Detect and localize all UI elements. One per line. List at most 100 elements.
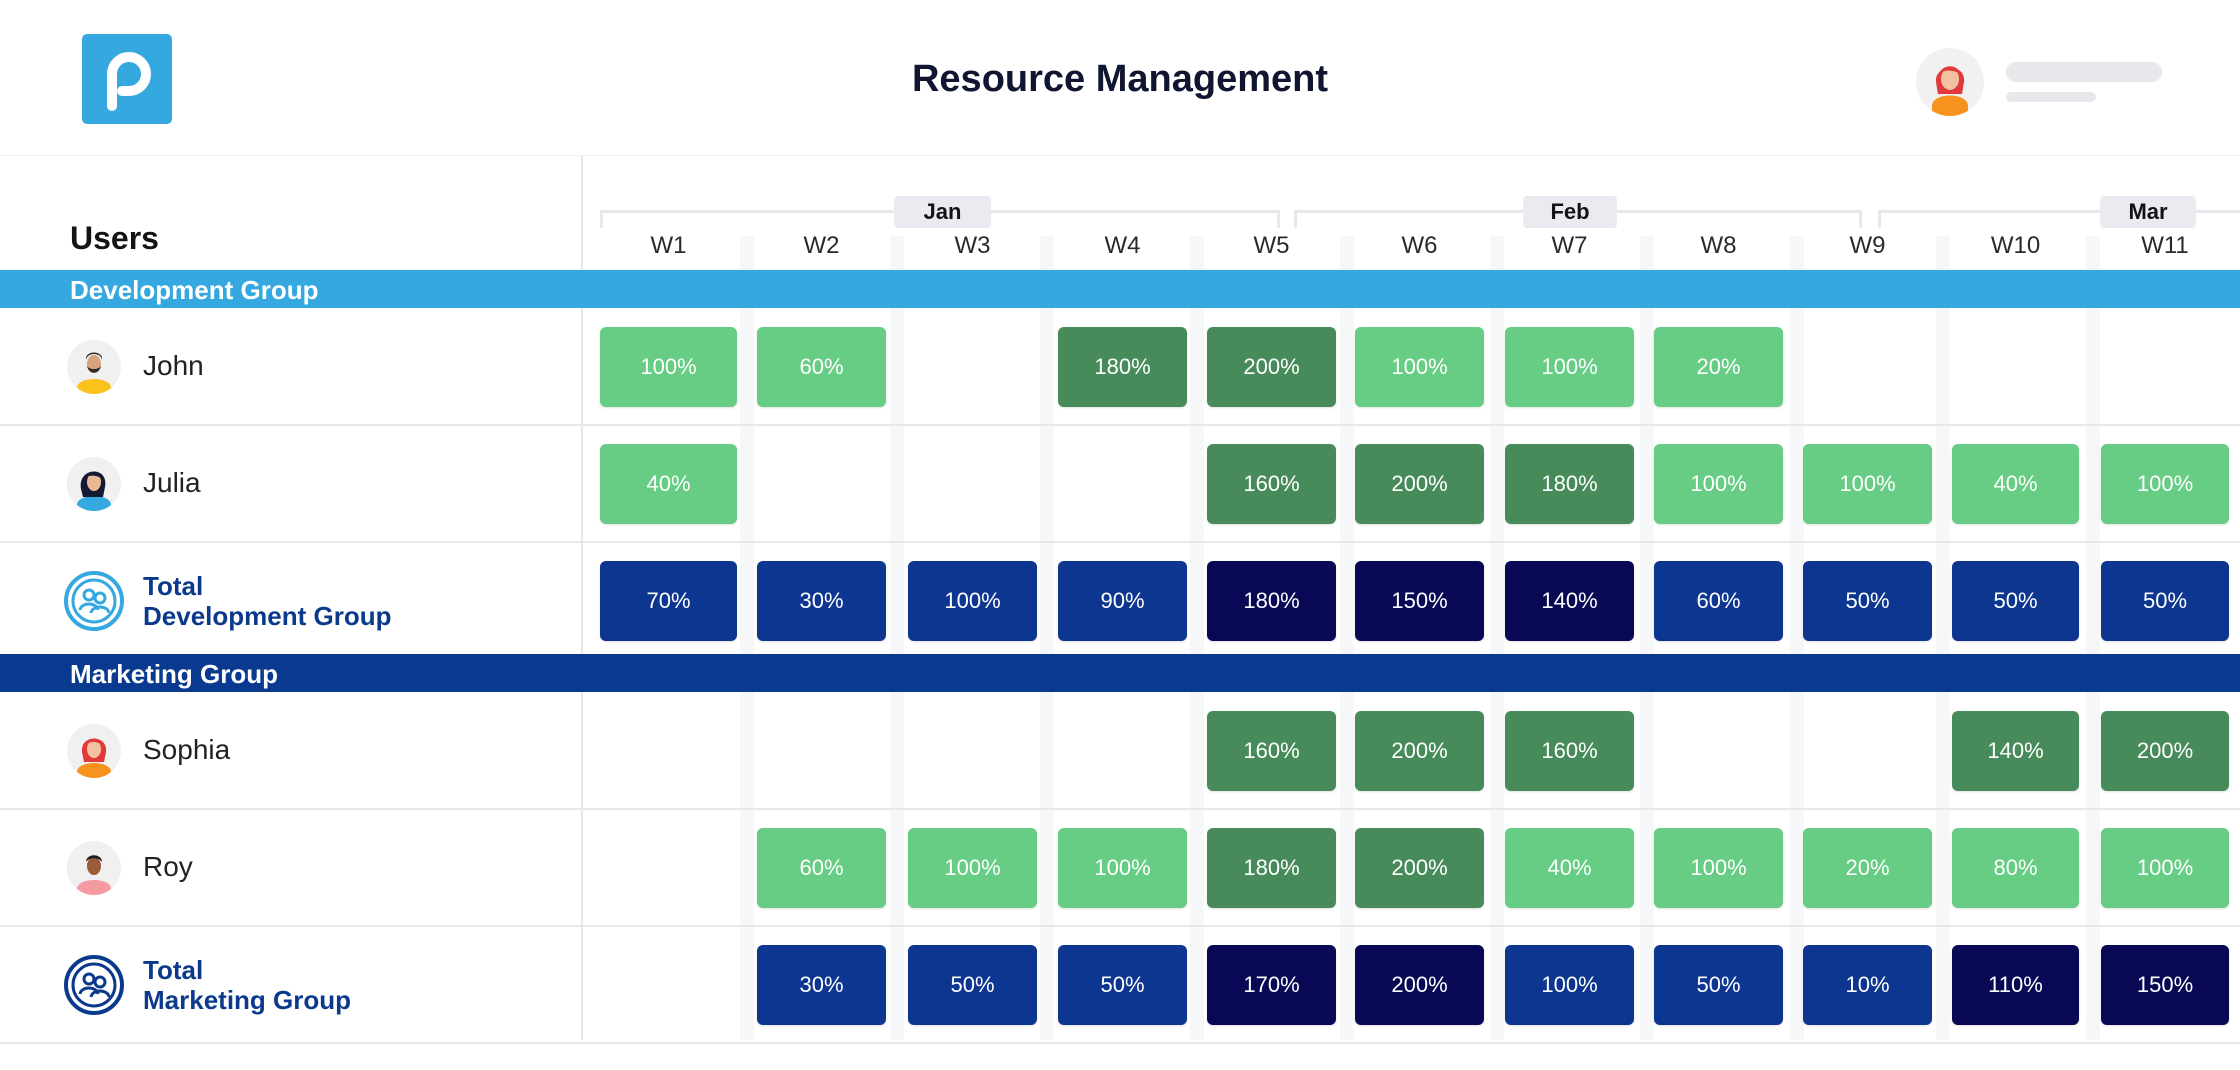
allocation-cell[interactable]: 100% bbox=[1355, 326, 1484, 407]
user-name[interactable]: Julia bbox=[143, 466, 201, 498]
row-divider bbox=[0, 424, 2240, 426]
allocation-cell[interactable]: 40% bbox=[1505, 827, 1634, 908]
week-label-w1: W1 bbox=[650, 232, 687, 259]
allocation-cell[interactable]: 160% bbox=[1207, 710, 1336, 791]
allocation-cell[interactable]: 60% bbox=[757, 326, 886, 407]
total-label-line2: Development Group bbox=[143, 600, 392, 631]
allocation-cell[interactable]: 100% bbox=[908, 827, 1037, 908]
month-bracket bbox=[1878, 210, 2240, 228]
total-allocation-cell[interactable]: 180% bbox=[1207, 560, 1336, 641]
week-label-w6: W6 bbox=[1401, 232, 1438, 259]
total-allocation-cell[interactable]: 150% bbox=[1355, 560, 1484, 641]
allocation-cell[interactable]: 160% bbox=[1505, 710, 1634, 791]
allocation-cell[interactable]: 200% bbox=[2101, 710, 2229, 791]
total-label-line1: Total bbox=[143, 954, 204, 985]
allocation-cell[interactable]: 100% bbox=[1505, 326, 1634, 407]
row-divider bbox=[0, 808, 2240, 810]
row-divider bbox=[0, 1042, 2240, 1044]
user-name[interactable]: Roy bbox=[143, 850, 193, 882]
week-column-shade bbox=[1190, 236, 1204, 1040]
week-column-shade bbox=[1340, 236, 1354, 1040]
total-allocation-cell[interactable]: 90% bbox=[1058, 560, 1187, 641]
month-label-jan: Jan bbox=[894, 196, 991, 228]
total-allocation-cell[interactable]: 50% bbox=[1803, 560, 1932, 641]
total-allocation-cell[interactable]: 50% bbox=[1654, 944, 1783, 1025]
man-dark-skin-avatar-icon bbox=[67, 840, 121, 895]
total-allocation-cell[interactable]: 200% bbox=[1355, 944, 1484, 1025]
p-logo-icon[interactable] bbox=[82, 34, 172, 124]
allocation-cell[interactable]: 140% bbox=[1952, 710, 2079, 791]
total-allocation-cell[interactable]: 50% bbox=[1952, 560, 2079, 641]
total-allocation-cell[interactable]: 70% bbox=[600, 560, 737, 641]
allocation-cell[interactable]: 20% bbox=[1803, 827, 1932, 908]
total-allocation-cell[interactable]: 140% bbox=[1505, 560, 1634, 641]
allocation-cell[interactable]: 100% bbox=[600, 326, 737, 407]
week-column-shade bbox=[1790, 236, 1804, 1040]
profile-name-placeholder bbox=[2006, 62, 2162, 82]
total-allocation-cell[interactable]: 50% bbox=[1058, 944, 1187, 1025]
week-column-shade bbox=[1040, 236, 1054, 1040]
column-divider bbox=[581, 156, 583, 1040]
allocation-cell[interactable]: 20% bbox=[1654, 326, 1783, 407]
allocation-cell[interactable]: 60% bbox=[757, 827, 886, 908]
user-name[interactable]: Sophia bbox=[143, 733, 231, 765]
users-heading: Users bbox=[70, 220, 159, 256]
total-label-line1: Total bbox=[143, 570, 204, 601]
total-label: Total Marketing Group bbox=[143, 955, 351, 1015]
allocation-cell[interactable]: 80% bbox=[1952, 827, 2079, 908]
total-label-line2: Marketing Group bbox=[143, 984, 352, 1015]
group-header-development[interactable]: Development Group bbox=[0, 270, 2240, 308]
total-allocation-cell[interactable]: 10% bbox=[1803, 944, 1932, 1025]
total-allocation-cell[interactable]: 50% bbox=[908, 944, 1037, 1025]
group-header-marketing[interactable]: Marketing Group bbox=[0, 654, 2240, 692]
week-label-w7: W7 bbox=[1551, 232, 1588, 259]
allocation-cell[interactable]: 100% bbox=[2101, 443, 2229, 524]
total-allocation-cell[interactable]: 100% bbox=[908, 560, 1037, 641]
total-allocation-cell[interactable]: 170% bbox=[1207, 944, 1336, 1025]
total-allocation-cell[interactable]: 50% bbox=[2101, 560, 2229, 641]
total-allocation-cell[interactable]: 30% bbox=[757, 560, 886, 641]
total-allocation-cell[interactable]: 110% bbox=[1952, 944, 2079, 1025]
allocation-cell[interactable]: 180% bbox=[1058, 326, 1187, 407]
allocation-cell[interactable]: 100% bbox=[1803, 443, 1932, 524]
allocation-cell[interactable]: 100% bbox=[2101, 827, 2229, 908]
allocation-cell[interactable]: 180% bbox=[1207, 827, 1336, 908]
row-divider bbox=[0, 541, 2240, 543]
allocation-cell[interactable]: 200% bbox=[1355, 443, 1484, 524]
user-avatar-icon[interactable] bbox=[1916, 48, 1984, 116]
woman-red-hair-avatar-icon bbox=[67, 723, 121, 778]
group-name: Development Group bbox=[70, 275, 319, 305]
group-name: Marketing Group bbox=[70, 659, 279, 689]
week-column-shade bbox=[1936, 236, 1950, 1040]
allocation-cell[interactable]: 200% bbox=[1355, 827, 1484, 908]
week-label-w8: W8 bbox=[1700, 232, 1737, 259]
total-label: Total Development Group bbox=[143, 571, 391, 631]
week-column-shade bbox=[1490, 236, 1504, 1040]
allocation-cell[interactable]: 100% bbox=[1058, 827, 1187, 908]
week-label-w9: W9 bbox=[1849, 232, 1886, 259]
week-label-w3: W3 bbox=[954, 232, 991, 259]
allocation-cell[interactable]: 100% bbox=[1654, 443, 1783, 524]
group-users-icon bbox=[63, 570, 125, 632]
allocation-cell[interactable]: 40% bbox=[1952, 443, 2079, 524]
user-name[interactable]: John bbox=[143, 349, 204, 381]
week-column-shade bbox=[740, 236, 754, 1040]
total-allocation-cell[interactable]: 100% bbox=[1505, 944, 1634, 1025]
allocation-cell[interactable]: 200% bbox=[1207, 326, 1336, 407]
total-allocation-cell[interactable]: 150% bbox=[2101, 944, 2229, 1025]
total-allocation-cell[interactable]: 30% bbox=[757, 944, 886, 1025]
week-label-w5: W5 bbox=[1253, 232, 1290, 259]
week-label-w11: W11 bbox=[2141, 232, 2189, 259]
week-column-shade bbox=[1640, 236, 1654, 1040]
profile-subtitle-placeholder bbox=[2006, 92, 2096, 102]
header: Resource Management bbox=[0, 0, 2240, 156]
week-label-w10: W10 bbox=[1990, 232, 2041, 259]
allocation-cell[interactable]: 180% bbox=[1505, 443, 1634, 524]
allocation-cell[interactable]: 100% bbox=[1654, 827, 1783, 908]
total-allocation-cell[interactable]: 60% bbox=[1654, 560, 1783, 641]
allocation-cell[interactable]: 40% bbox=[600, 443, 737, 524]
month-label-feb: Feb bbox=[1523, 196, 1617, 228]
allocation-cell[interactable]: 160% bbox=[1207, 443, 1336, 524]
allocation-cell[interactable]: 200% bbox=[1355, 710, 1484, 791]
